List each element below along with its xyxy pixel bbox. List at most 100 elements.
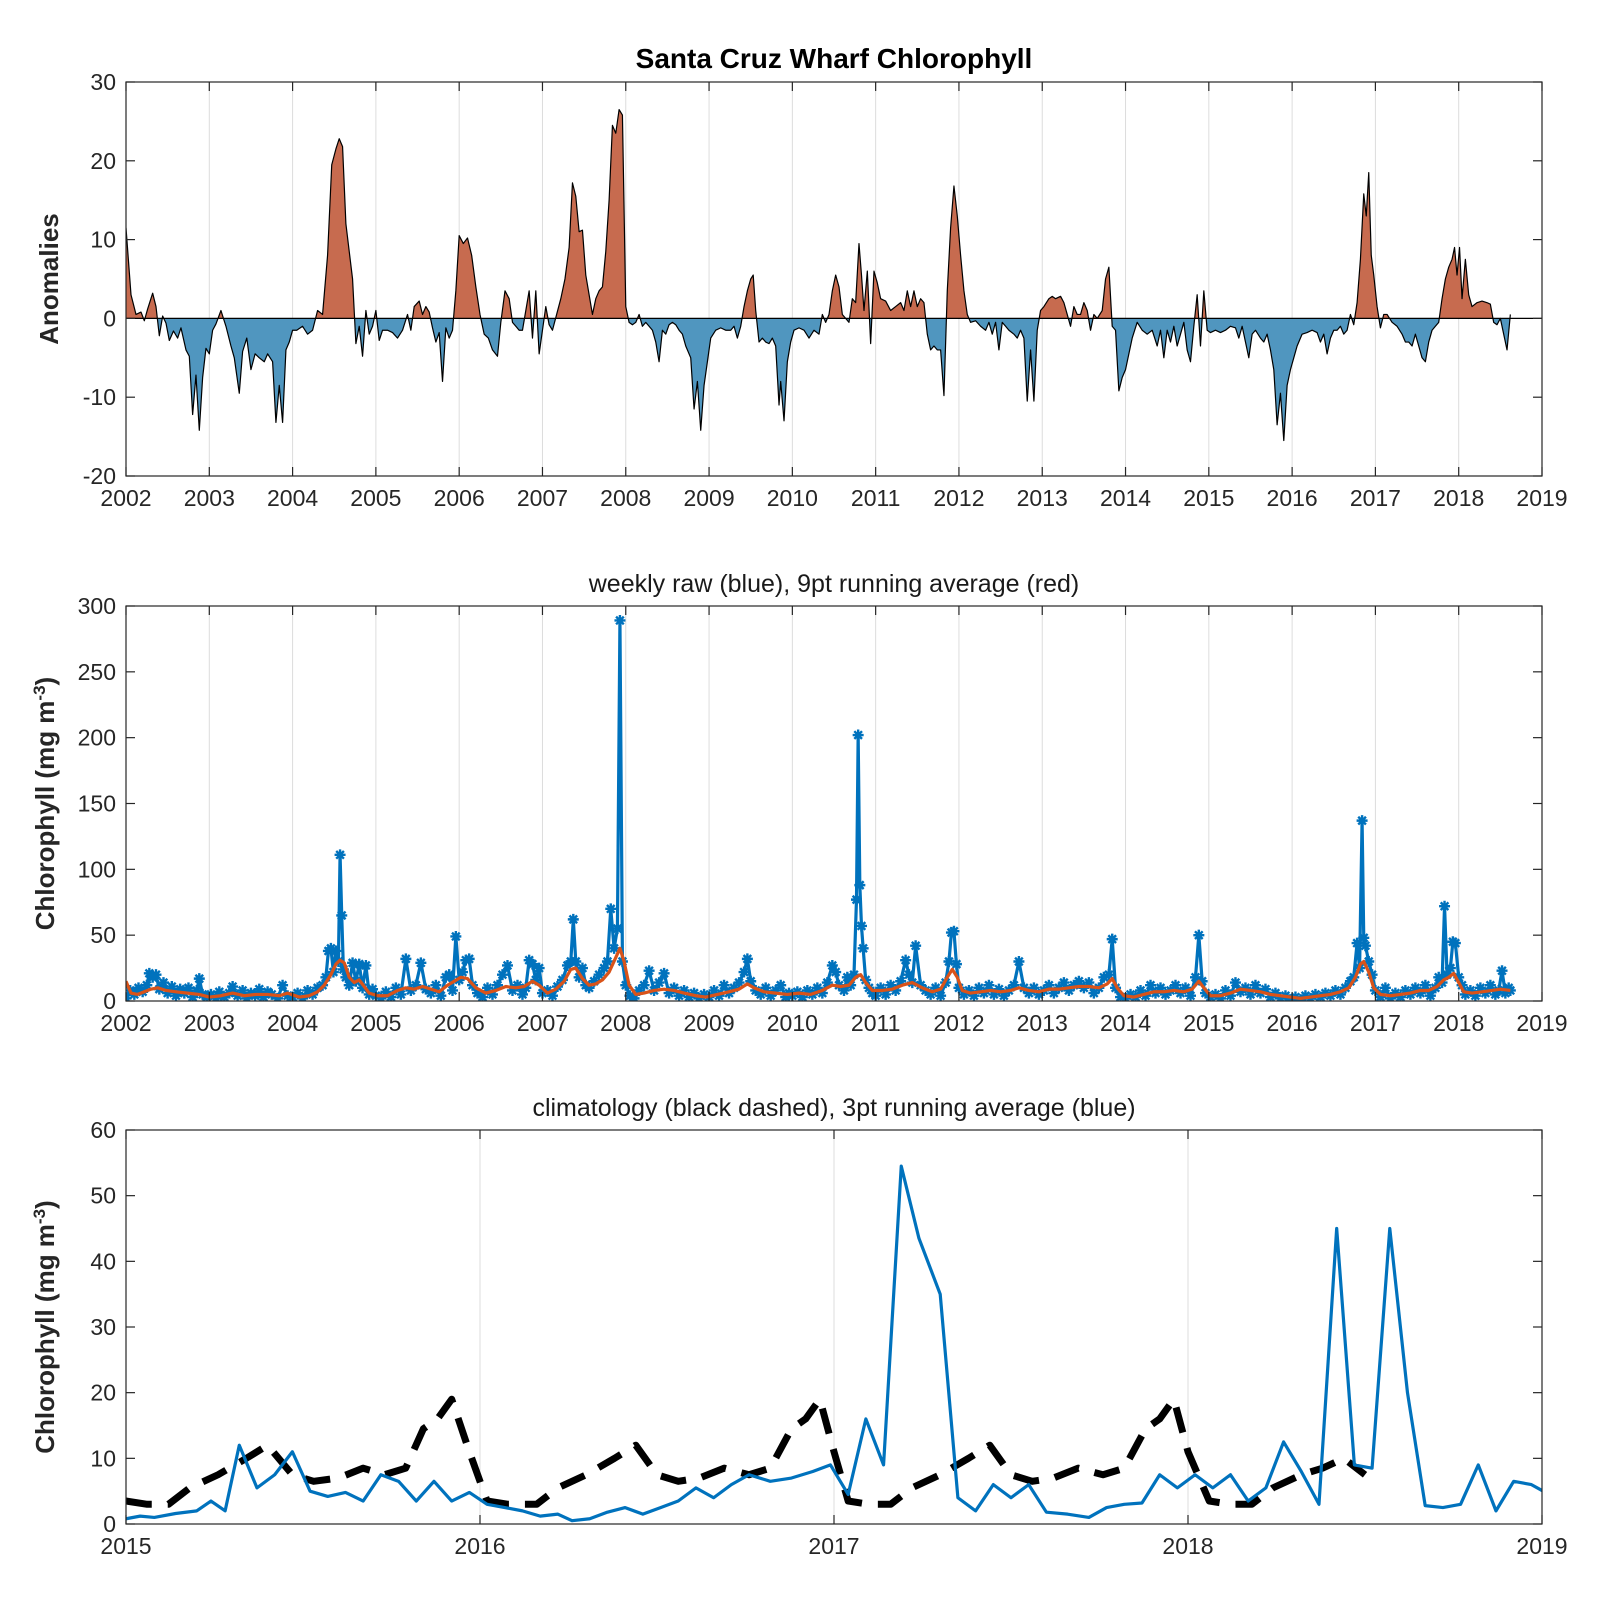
data-point-marker xyxy=(353,958,365,970)
weekly-raw-series-line-0 xyxy=(126,618,1512,1001)
data-point-marker xyxy=(1249,979,1261,991)
data-point-marker xyxy=(1219,984,1231,996)
data-point-marker xyxy=(857,942,869,954)
data-point-marker xyxy=(1264,991,1276,1001)
data-point-marker xyxy=(1244,988,1256,1000)
data-point-marker xyxy=(900,954,912,966)
positive-anomaly-area xyxy=(126,227,144,319)
data-point-marker xyxy=(1058,977,1070,989)
y-axis-label-suffix: ) xyxy=(30,677,60,686)
weekly-raw-series-line-1 xyxy=(126,946,1511,1000)
data-point-marker xyxy=(157,977,169,989)
y-tick-label: 10 xyxy=(90,1445,116,1471)
data-point-marker xyxy=(227,981,239,993)
anomalies-axes-frame xyxy=(125,81,1543,477)
data-point-marker xyxy=(1088,987,1100,999)
data-point-marker xyxy=(910,940,922,952)
data-point-marker xyxy=(1469,990,1481,1001)
data-point-marker xyxy=(533,962,545,974)
data-point-marker xyxy=(993,983,1005,995)
x-tick-label: 2013 xyxy=(1017,1010,1068,1036)
data-point-marker xyxy=(1043,979,1055,991)
data-point-marker xyxy=(614,614,626,626)
data-point-marker xyxy=(583,982,595,994)
data-point-marker xyxy=(925,988,937,1000)
data-point-marker xyxy=(968,990,980,1001)
x-tick-label: 2006 xyxy=(434,485,485,511)
data-point-marker xyxy=(336,909,348,921)
data-point-marker xyxy=(728,982,740,994)
data-point-marker xyxy=(567,913,579,925)
data-point-marker xyxy=(1356,815,1368,827)
data-point-marker xyxy=(405,984,417,996)
data-point-marker xyxy=(253,983,265,995)
data-point-marker xyxy=(325,942,337,954)
data-point-marker xyxy=(511,979,523,991)
data-point-marker xyxy=(170,990,182,1001)
data-point-marker xyxy=(801,984,813,996)
negative-anomaly-area xyxy=(640,318,743,431)
data-point-marker xyxy=(292,987,304,999)
data-point-marker xyxy=(1329,984,1341,996)
data-point-marker xyxy=(546,990,558,1001)
data-point-marker xyxy=(447,984,459,996)
data-point-marker xyxy=(457,966,469,978)
y-tick-label: 20 xyxy=(90,148,116,174)
data-point-marker xyxy=(237,984,249,996)
data-point-marker xyxy=(187,991,199,1001)
data-point-marker xyxy=(330,945,342,957)
data-point-marker xyxy=(658,967,670,979)
data-point-marker xyxy=(1199,987,1211,999)
x-tick-label: 2008 xyxy=(600,1010,651,1036)
positive-anomaly-area xyxy=(315,138,355,319)
data-point-marker xyxy=(360,959,372,971)
data-point-marker xyxy=(573,971,585,983)
climatology-grid xyxy=(479,1130,1189,1524)
data-point-marker xyxy=(174,983,186,995)
data-point-marker xyxy=(852,729,864,741)
data-point-marker xyxy=(205,988,217,1000)
data-point-marker xyxy=(608,942,620,954)
negative-anomaly-area xyxy=(511,318,525,331)
x-tick-label: 2015 xyxy=(1183,1010,1234,1036)
y-axis-label-superscript: -3 xyxy=(30,685,49,700)
data-point-marker xyxy=(1433,971,1445,983)
data-point-marker xyxy=(643,965,655,977)
data-point-marker xyxy=(1193,929,1205,941)
climatology-series-line-0 xyxy=(126,1395,1368,1508)
data-point-marker xyxy=(257,991,269,1001)
x-tick-label: 2008 xyxy=(600,485,651,511)
data-point-marker xyxy=(1175,987,1186,999)
data-point-marker xyxy=(1453,971,1465,983)
data-point-marker xyxy=(166,981,178,993)
data-point-marker xyxy=(663,987,675,999)
data-point-marker xyxy=(425,987,437,999)
data-point-marker xyxy=(1135,984,1147,996)
data-point-marker xyxy=(750,984,762,996)
data-point-marker xyxy=(943,956,955,967)
weekly-raw-markers xyxy=(126,614,1516,1001)
data-point-marker xyxy=(541,984,553,996)
y-tick-label: -20 xyxy=(83,463,116,489)
data-point-marker xyxy=(385,991,397,1001)
x-tick-label: 2016 xyxy=(454,1533,505,1559)
data-point-marker xyxy=(496,969,508,981)
data-point-marker xyxy=(1389,987,1401,999)
data-point-marker xyxy=(775,979,787,991)
x-tick-label: 2005 xyxy=(350,1010,401,1036)
negative-anomaly-area xyxy=(480,318,502,357)
positive-anomaly-area xyxy=(144,293,158,319)
data-point-marker xyxy=(1409,982,1421,994)
data-point-marker xyxy=(218,991,230,1001)
y-tick-label: 50 xyxy=(90,1183,116,1209)
data-point-marker xyxy=(678,984,690,996)
data-point-marker xyxy=(718,979,730,991)
data-point-marker xyxy=(395,988,407,1000)
weekly-raw-panel: weekly raw (blue), 9pt running average (… xyxy=(30,570,1568,1036)
data-point-marker xyxy=(1068,979,1080,991)
data-point-marker xyxy=(1414,987,1426,999)
data-point-marker xyxy=(796,991,808,1001)
data-point-marker xyxy=(745,975,757,987)
positive-anomaly-area xyxy=(1093,267,1112,319)
data-point-marker xyxy=(693,992,705,1001)
